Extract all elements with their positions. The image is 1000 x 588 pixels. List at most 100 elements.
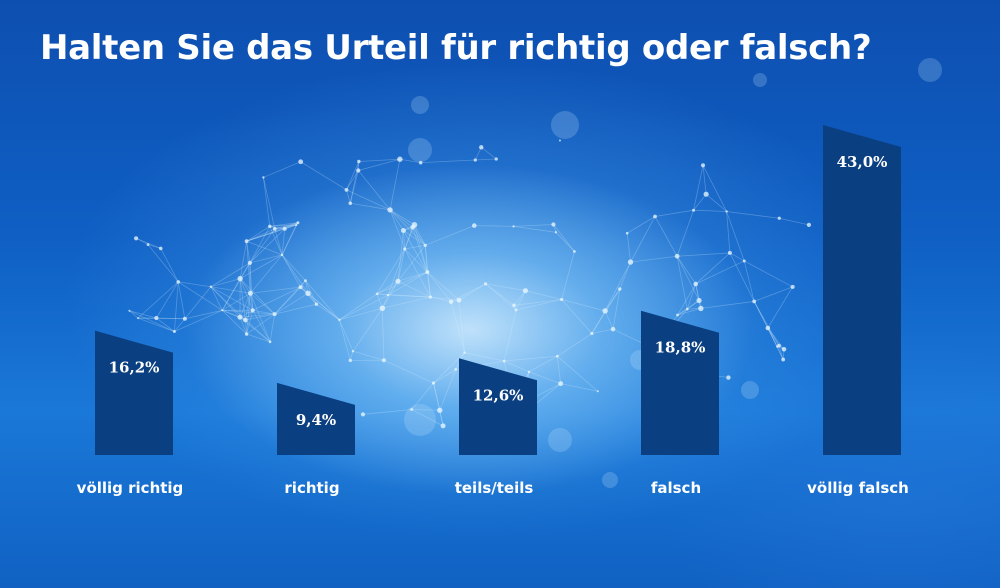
network-line [677, 300, 700, 316]
network-node [781, 357, 786, 362]
network-line [147, 244, 161, 249]
network-node [558, 381, 564, 387]
network-line [346, 170, 359, 191]
network-line [246, 240, 283, 256]
network-line [553, 224, 575, 252]
bokeh-light [753, 73, 767, 87]
network-line [767, 327, 784, 360]
network-line [504, 355, 558, 362]
network-node [351, 350, 355, 353]
network-line [274, 224, 297, 230]
network-node [262, 176, 265, 179]
network-line [307, 293, 340, 321]
data-label: 12,6% [473, 386, 524, 404]
network-line [174, 318, 186, 332]
network-line [352, 350, 385, 361]
network-line [239, 278, 275, 315]
network-line [474, 225, 514, 227]
network-node [698, 305, 704, 312]
network-line [695, 283, 700, 301]
network-line [239, 293, 251, 318]
network-line [210, 286, 246, 321]
network-line [246, 333, 271, 343]
network-line [269, 225, 285, 230]
bokeh-light [602, 472, 618, 488]
network-node [176, 280, 181, 284]
network-line [222, 309, 241, 318]
network-line [433, 382, 444, 426]
network-line [246, 241, 251, 263]
network-line [427, 271, 452, 303]
network-line [397, 248, 406, 282]
network-line [178, 281, 223, 311]
network-line [411, 409, 444, 427]
bokeh-light [404, 404, 436, 436]
network-line [426, 272, 431, 298]
network-node [765, 325, 771, 331]
network-line [346, 189, 391, 211]
network-node [357, 159, 361, 164]
network-line [210, 286, 223, 311]
network-node [411, 221, 418, 228]
network-node [243, 317, 248, 323]
network-line [744, 260, 793, 288]
network-node [295, 223, 298, 227]
network-line [249, 262, 254, 311]
category-label: völlig falsch [807, 479, 909, 497]
network-line [557, 333, 593, 357]
network-line [263, 161, 301, 178]
network-node [272, 226, 277, 231]
bar [95, 330, 173, 455]
network-line [246, 224, 297, 242]
network-line [753, 301, 780, 346]
network-line [561, 251, 575, 300]
network-line [414, 224, 428, 273]
network-line [485, 283, 515, 306]
network-line [174, 281, 179, 332]
network-node [298, 285, 303, 290]
network-line [174, 309, 223, 332]
network-line [239, 278, 254, 311]
network-node [314, 302, 319, 306]
network-node [700, 163, 706, 168]
network-node [395, 278, 401, 284]
network-node [338, 318, 341, 322]
network-line [339, 319, 354, 352]
network-line [346, 189, 351, 204]
network-line [389, 209, 406, 250]
network-line [156, 317, 175, 332]
network-line [464, 352, 505, 362]
network-line [178, 281, 211, 288]
network-line [503, 309, 517, 362]
network-line [414, 224, 426, 246]
network-node [428, 295, 433, 299]
network-line [695, 283, 702, 309]
network-node [554, 231, 558, 234]
network-line [513, 225, 557, 233]
network-line [458, 283, 486, 301]
network-line [397, 230, 404, 282]
network-line [389, 159, 401, 210]
network-line [383, 359, 434, 384]
network-line [221, 278, 241, 311]
network-line [528, 355, 558, 373]
network-line [424, 245, 428, 273]
network-line [239, 313, 275, 318]
data-label: 16,2% [109, 359, 160, 377]
network-node [146, 243, 150, 246]
network-line [252, 309, 275, 315]
network-node [781, 346, 787, 352]
network-line [129, 310, 139, 319]
network-line [387, 294, 431, 298]
network-node [136, 317, 139, 320]
network-line [676, 256, 700, 301]
network-line [411, 409, 440, 411]
network-node [551, 222, 556, 227]
network-line [387, 248, 406, 296]
network-line [246, 313, 275, 335]
network-line [676, 210, 694, 257]
bar [641, 310, 719, 455]
network-line [515, 299, 562, 311]
network-node [423, 243, 427, 247]
network-line [515, 290, 526, 311]
